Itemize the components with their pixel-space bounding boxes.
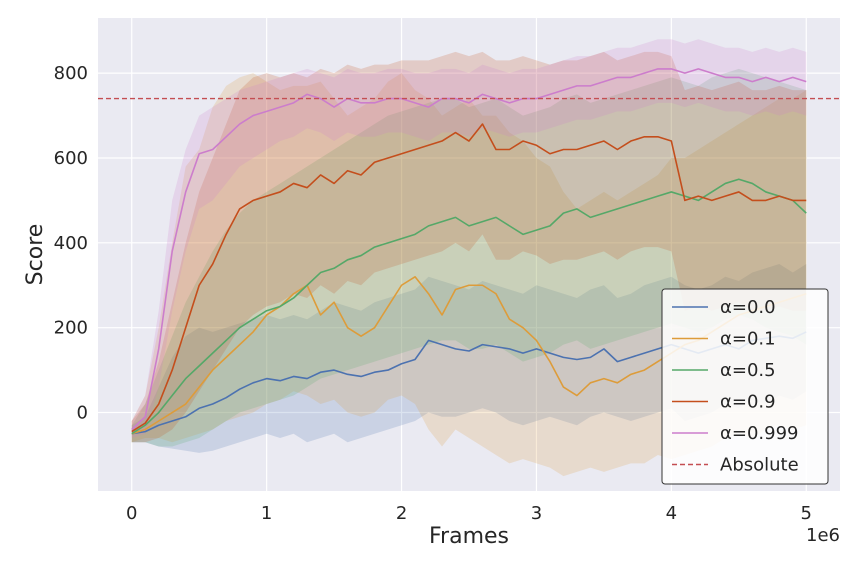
- legend-label: α=0.5: [720, 360, 776, 381]
- x-tick-label: 1: [261, 503, 272, 524]
- x-tick-label: 0: [126, 503, 137, 524]
- x-tick-label: 3: [531, 503, 542, 524]
- legend-label: α=0.1: [720, 329, 776, 350]
- y-tick-label: 800: [54, 63, 88, 84]
- x-axis-offset-label: 1e6: [806, 525, 840, 546]
- legend-label: α=0.999: [720, 423, 798, 444]
- line-series-4: [131, 68, 807, 431]
- x-axis-title: Frames: [429, 524, 509, 549]
- y-tick-label: 200: [54, 318, 88, 339]
- y-tick-label: 400: [54, 233, 88, 254]
- band-series-0: [131, 264, 807, 453]
- legend: α=0.0 α=0.1 α=0.5 α=0.9 α=0.999 Absolute: [661, 288, 829, 485]
- line-series-3: [131, 123, 807, 433]
- band-series-1: [131, 73, 807, 477]
- x-tick-label: 5: [801, 503, 812, 524]
- y-tick-labels: 0 200 400 600 800: [54, 63, 88, 423]
- band-series-2: [131, 68, 807, 447]
- legend-label: Absolute: [720, 455, 799, 476]
- y-tick-label: 600: [54, 148, 88, 169]
- band-series-4: [131, 39, 807, 438]
- legend-label: α=0.0: [720, 297, 776, 318]
- line-series-2: [131, 178, 807, 435]
- legend-label: α=0.9: [720, 392, 776, 413]
- y-tick-label: 0: [77, 403, 88, 424]
- y-axis-title: Score: [23, 224, 48, 286]
- x-tick-label: 4: [666, 503, 677, 524]
- x-tick-labels: 0 1 2 3 4 5: [126, 503, 812, 524]
- band-series-3: [131, 51, 807, 443]
- confidence-bands: [131, 39, 807, 477]
- x-tick-label: 2: [396, 503, 407, 524]
